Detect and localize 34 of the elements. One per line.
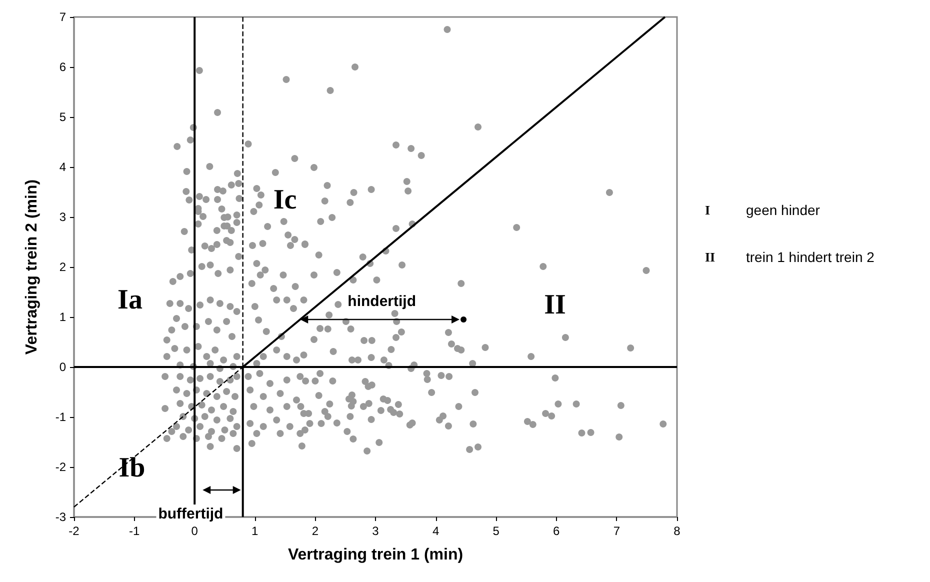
- text: II: [705, 250, 716, 264]
- x-tick-label: 8: [674, 524, 681, 538]
- y-tick-label: -3: [55, 510, 66, 524]
- x-tick-label: 3: [372, 524, 380, 538]
- annotation: II: [544, 290, 566, 320]
- y-axis-title: Vertraging trein 2 (min): [24, 179, 40, 355]
- y-tick-label: 5: [59, 110, 66, 124]
- y-tick-label: 1: [59, 310, 66, 324]
- x-tick-label: 6: [553, 524, 560, 538]
- y-tick-label: -1: [55, 410, 66, 424]
- y-tick-label: 2: [59, 260, 66, 274]
- x-tick-label: 1: [252, 524, 259, 538]
- y-tick-label: 0: [59, 360, 66, 374]
- text: I: [705, 202, 710, 218]
- text: geen hinder: [746, 202, 820, 218]
- annotation: Ib: [118, 452, 146, 484]
- y-tick-label: 4: [59, 160, 66, 174]
- x-tick-label: -1: [128, 524, 140, 538]
- x-tick-label: 0: [191, 524, 198, 538]
- annotation: buffertijd: [158, 506, 224, 522]
- y-tick-label: 7: [59, 10, 66, 24]
- y-tick-label: 3: [59, 210, 66, 224]
- x-tick-label: 7: [613, 524, 620, 538]
- annotation: hindertijd: [348, 293, 416, 310]
- x-tick-label: 2: [312, 524, 319, 538]
- annotation: Ic: [273, 184, 297, 216]
- y-tick-label: 6: [59, 60, 66, 74]
- x-tick-label: 4: [432, 524, 440, 538]
- y-tick-label: -2: [55, 460, 66, 474]
- x-tick-label: 5: [492, 524, 500, 538]
- x-tick-label: -2: [68, 524, 80, 538]
- annotation: Ia: [118, 284, 142, 316]
- text: trein 1 hindert trein 2: [746, 249, 875, 265]
- x-axis-title: Vertraging trein 1 (min): [288, 546, 464, 564]
